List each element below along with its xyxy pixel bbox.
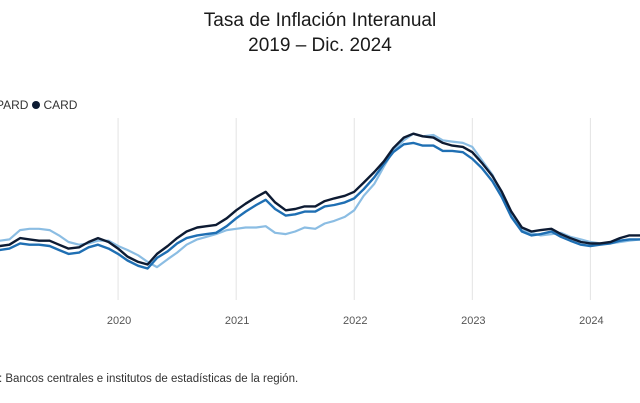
chart-title: Tasa de Inflación Interanual	[203, 10, 437, 31]
legend-label-card: CARD	[43, 98, 78, 112]
chart-legend: PARD CARD	[0, 98, 77, 112]
legend-dot-card	[32, 101, 41, 109]
chart-subtitle: 2019 – Dic. 2024	[248, 35, 392, 56]
series-line-pard	[0, 132, 640, 269]
x-tick-label-2021: 2021	[225, 315, 249, 327]
series-line-third	[0, 141, 640, 270]
series-line-card	[0, 132, 640, 266]
x-tick-label-2022: 2022	[343, 315, 367, 327]
chart-x-axis: 2020 2021 2022 2023 2024	[107, 315, 604, 327]
legend-label-pard: PARD	[0, 98, 29, 112]
chart-series	[0, 132, 640, 270]
x-tick-label-2020: 2020	[107, 315, 131, 327]
legend-item-pard[interactable]: PARD	[0, 98, 28, 112]
legend-item-card[interactable]: CARD	[28, 98, 77, 112]
chart-source-note: : Bancos centrales e institutos de estad…	[0, 373, 299, 385]
x-tick-label-2023: 2023	[461, 315, 485, 327]
x-tick-label-2024: 2024	[579, 315, 603, 327]
